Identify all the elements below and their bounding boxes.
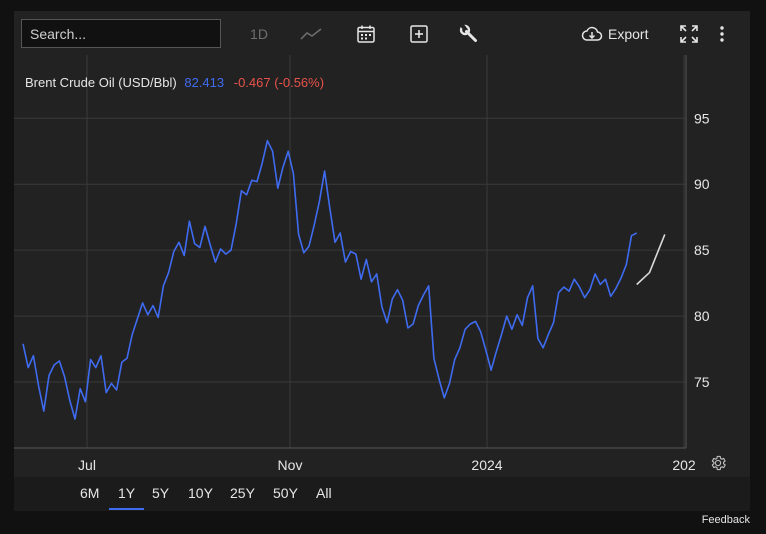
legend-price: 82.413 (184, 75, 225, 90)
x-tick-label: Nov (278, 457, 303, 473)
calendar-icon (357, 25, 375, 43)
legend-series-name: Brent Crude Oil (USD/Bbl) (25, 75, 177, 90)
range-50y[interactable]: 50Y (273, 485, 298, 501)
compare-button[interactable] (408, 21, 430, 47)
x-tick-label: 2024 (471, 457, 502, 473)
more-vertical-icon (720, 26, 724, 42)
range-selector: 6M 1Y 5Y 10Y 25Y 50Y All (14, 477, 750, 511)
y-tick-label: 90 (694, 176, 710, 192)
y-tick-label: 75 (694, 374, 710, 390)
series-legend: Brent Crude Oil (USD/Bbl) 82.413 -0.467 … (25, 75, 324, 90)
toolbar: 1D (14, 11, 750, 55)
fullscreen-icon (680, 25, 698, 43)
range-10y[interactable]: 10Y (188, 485, 213, 501)
gear-icon (711, 455, 726, 471)
calendar-button[interactable] (355, 21, 377, 47)
fullscreen-button[interactable] (678, 21, 700, 47)
grid-lines (14, 55, 686, 448)
chart-widget: 75 80 85 90 95 Jul Nov 2024 202 1D (14, 11, 750, 511)
range-5y[interactable]: 5Y (152, 485, 170, 501)
legend-change: -0.467 (-0.56%) (233, 75, 325, 90)
wrench-icon (459, 24, 477, 42)
y-tick-label: 95 (694, 110, 710, 126)
x-tick-label: Jul (78, 457, 96, 473)
line-chart-icon (300, 28, 322, 40)
feedback-link[interactable]: Feedback (701, 514, 750, 526)
plus-square-icon (410, 25, 428, 43)
x-tick-label: 202 (672, 457, 696, 473)
more-options-button[interactable] (715, 21, 729, 47)
export-label: Export (608, 26, 649, 42)
chart-settings-button[interactable] (709, 454, 727, 472)
tools-button[interactable] (458, 21, 480, 47)
series-line-forecast (636, 234, 666, 286)
interval-label: 1D (250, 26, 268, 42)
cloud-download-icon (581, 26, 603, 41)
range-1y[interactable]: 1Y (108, 485, 145, 510)
x-axis-labels: Jul Nov 2024 202 (78, 457, 696, 473)
y-axis-labels: 75 80 85 90 95 (694, 110, 710, 390)
interval-button[interactable]: 1D (244, 21, 274, 47)
y-tick-label: 80 (694, 308, 710, 324)
y-tick-label: 85 (694, 242, 710, 258)
range-25y[interactable]: 25Y (230, 485, 255, 501)
range-all[interactable]: All (316, 485, 332, 501)
range-6m[interactable]: 6M (80, 485, 100, 501)
search-input[interactable] (21, 19, 221, 48)
series-line-brent (22, 139, 638, 420)
export-button[interactable]: Export (581, 21, 653, 47)
chart-type-button[interactable] (297, 21, 325, 47)
price-chart[interactable]: 75 80 85 90 95 Jul Nov 2024 202 (14, 11, 750, 477)
